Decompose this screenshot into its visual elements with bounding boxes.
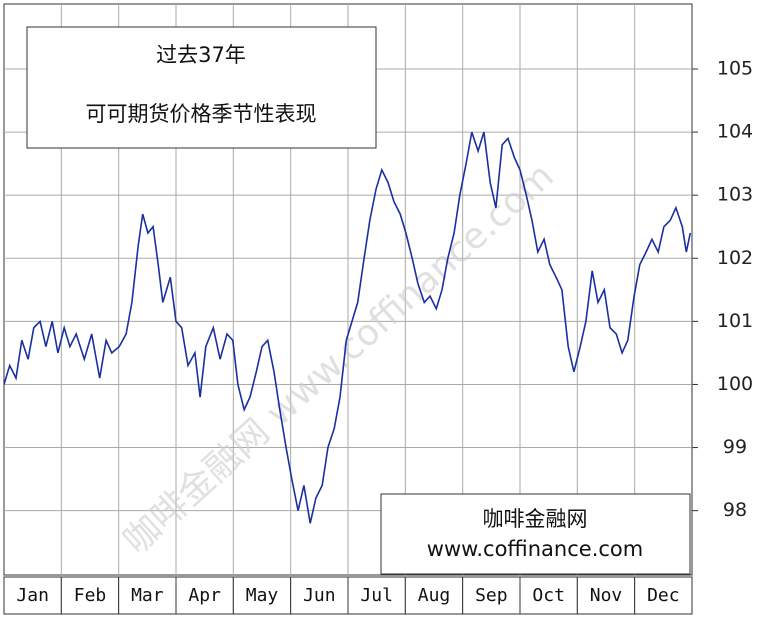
x-tick-label: Apr xyxy=(188,585,221,606)
title-box xyxy=(26,26,377,149)
x-tick-label: Nov xyxy=(590,585,623,606)
month-cell xyxy=(404,576,464,615)
source-name: 咖啡金融网 xyxy=(483,507,588,531)
x-tick-label: Dec xyxy=(647,585,680,606)
x-tick-label: Mar xyxy=(131,585,164,606)
month-cell xyxy=(634,576,693,615)
x-tick-label: Jun xyxy=(303,585,336,606)
month-cell xyxy=(519,576,578,615)
lines xyxy=(3,131,692,524)
source-url: www.coffinance.com xyxy=(427,537,643,561)
x-tick-label: Feb xyxy=(74,585,107,606)
y-tick-label: 99 xyxy=(723,436,747,458)
y-tick-label: 104 xyxy=(717,121,753,143)
month-cell xyxy=(347,576,406,615)
y-tick-label: 103 xyxy=(717,184,753,206)
price-line xyxy=(3,131,692,524)
x-tick-label: Jul xyxy=(360,585,393,606)
month-cell xyxy=(576,576,636,615)
month-cell xyxy=(3,576,62,615)
y-tick-label: 102 xyxy=(717,247,753,269)
x-tick-label: Oct xyxy=(532,585,565,606)
x-tick-label: Jan xyxy=(16,585,49,606)
y-tick-label: 100 xyxy=(717,373,753,395)
x-tick-label: Sep xyxy=(475,585,508,606)
month-cell xyxy=(462,576,521,615)
chart-subtitle: 可可期货价格季节性表现 xyxy=(86,102,317,126)
y-tick-label: 105 xyxy=(717,57,753,79)
month-cell xyxy=(232,576,292,615)
y-tick-label: 101 xyxy=(717,310,753,332)
x-tick-label: Aug xyxy=(418,585,451,606)
month-cell xyxy=(118,576,177,615)
y-tick-label: 98 xyxy=(723,499,747,521)
source-box xyxy=(380,493,691,575)
x-tick-label: May xyxy=(246,585,279,606)
chart-title: 过去37年 xyxy=(156,43,246,67)
